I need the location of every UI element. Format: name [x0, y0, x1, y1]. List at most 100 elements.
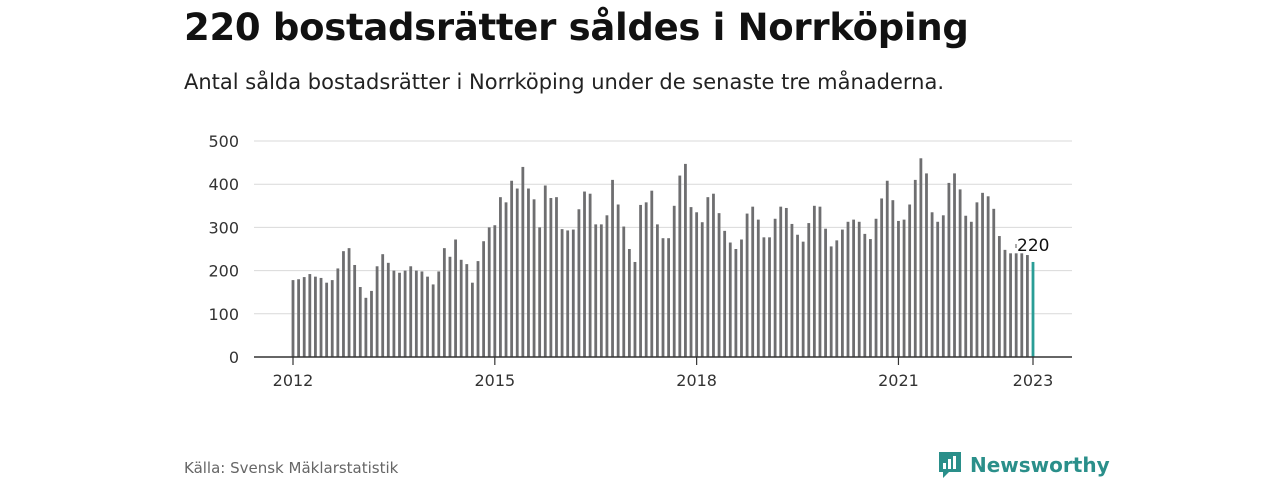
- bar-chart: 0 100 200 300 400 500 2012 2015 2018 2021 2023 22…: [208, 132, 1072, 390]
- bar: [1009, 253, 1012, 357]
- bar: [375, 266, 379, 357]
- bar: [510, 180, 514, 357]
- bar: [818, 206, 822, 357]
- y-tick-label: 400: [208, 175, 239, 194]
- y-tick-label: 500: [208, 132, 239, 151]
- bar: [527, 188, 530, 357]
- bar: [616, 204, 620, 357]
- bar: [627, 249, 631, 357]
- bar: [863, 233, 867, 357]
- bar: [454, 239, 457, 357]
- bar: [661, 238, 665, 357]
- bar: [880, 198, 884, 357]
- bar: [812, 205, 816, 357]
- bar: [885, 180, 889, 357]
- bar: [986, 196, 990, 357]
- bar: [756, 219, 760, 357]
- bar: [549, 198, 553, 357]
- bar: [414, 270, 418, 357]
- bar: [420, 271, 424, 357]
- bar: [532, 199, 536, 357]
- bar: [1020, 253, 1024, 357]
- bar: [796, 234, 799, 357]
- bar: [487, 227, 491, 357]
- bar: [336, 268, 340, 357]
- bar: [1025, 255, 1029, 357]
- y-tick-labels: 0 100 200 300 400 500: [208, 132, 239, 367]
- bar: [824, 228, 827, 357]
- bar: [801, 241, 805, 357]
- brand-name: Newsworthy: [970, 453, 1110, 477]
- bar: [644, 202, 648, 357]
- bar: [846, 221, 850, 357]
- bar: [997, 236, 1001, 357]
- bar: [768, 237, 771, 357]
- bar: [555, 197, 558, 357]
- page-subtitle: Antal sålda bostadsrätter i Norrköping u…: [184, 70, 944, 94]
- bar: [364, 297, 368, 357]
- bar: [465, 264, 469, 357]
- bar: [633, 261, 637, 357]
- bar: [857, 221, 861, 357]
- bar: [392, 270, 396, 357]
- bar: [330, 280, 334, 357]
- y-tick-label: 0: [229, 348, 239, 367]
- bar: [964, 215, 968, 357]
- bar: [925, 173, 928, 357]
- y-tick-label: 100: [208, 305, 239, 324]
- bar: [667, 238, 671, 357]
- bar: [308, 274, 312, 357]
- bar: [515, 188, 519, 357]
- bar: [874, 218, 878, 357]
- bar: [398, 272, 401, 357]
- bar: [325, 282, 329, 357]
- bar: [594, 224, 598, 357]
- x-tick-label: 2023: [1013, 371, 1054, 390]
- bar: [936, 221, 940, 357]
- bar: [852, 219, 856, 357]
- bar: [577, 209, 581, 357]
- bar: [314, 276, 317, 357]
- bar: [403, 270, 407, 357]
- bar: [706, 197, 710, 357]
- bar: [583, 191, 586, 357]
- bar: [981, 192, 984, 357]
- bar: [751, 206, 755, 357]
- bar: [840, 229, 844, 357]
- bar: [734, 249, 738, 357]
- bar: [302, 277, 306, 357]
- bar: [969, 221, 973, 357]
- bar: [353, 264, 357, 357]
- bars: [254, 158, 1072, 358]
- x-tick-label: 2015: [474, 371, 515, 390]
- x-tick-label: 2012: [273, 371, 314, 390]
- bar: [493, 225, 497, 357]
- bar: [370, 290, 373, 357]
- bar: [1003, 249, 1007, 357]
- bar: [571, 229, 575, 357]
- bar: [319, 277, 323, 357]
- brand-logo[interactable]: Newsworthy: [937, 450, 1110, 480]
- bar: [476, 261, 480, 357]
- bar: [728, 242, 732, 357]
- y-tick-label: 300: [208, 218, 239, 237]
- bar: [297, 279, 301, 357]
- bar: [829, 246, 833, 357]
- bar: [700, 222, 704, 357]
- annotations: 220: [1015, 236, 1049, 256]
- bar: [835, 240, 839, 357]
- bar: [678, 175, 682, 357]
- bar: [448, 256, 452, 357]
- bar: [482, 241, 486, 357]
- bar-highlight: [1031, 261, 1035, 357]
- bar: [442, 248, 446, 357]
- bar: [930, 212, 934, 357]
- bar: [689, 207, 693, 357]
- bar: [347, 248, 351, 357]
- bar: [740, 239, 743, 357]
- bar: [908, 204, 912, 357]
- bar: [975, 202, 979, 357]
- bar: [470, 282, 474, 357]
- bar: [426, 276, 429, 357]
- bar: [773, 218, 777, 357]
